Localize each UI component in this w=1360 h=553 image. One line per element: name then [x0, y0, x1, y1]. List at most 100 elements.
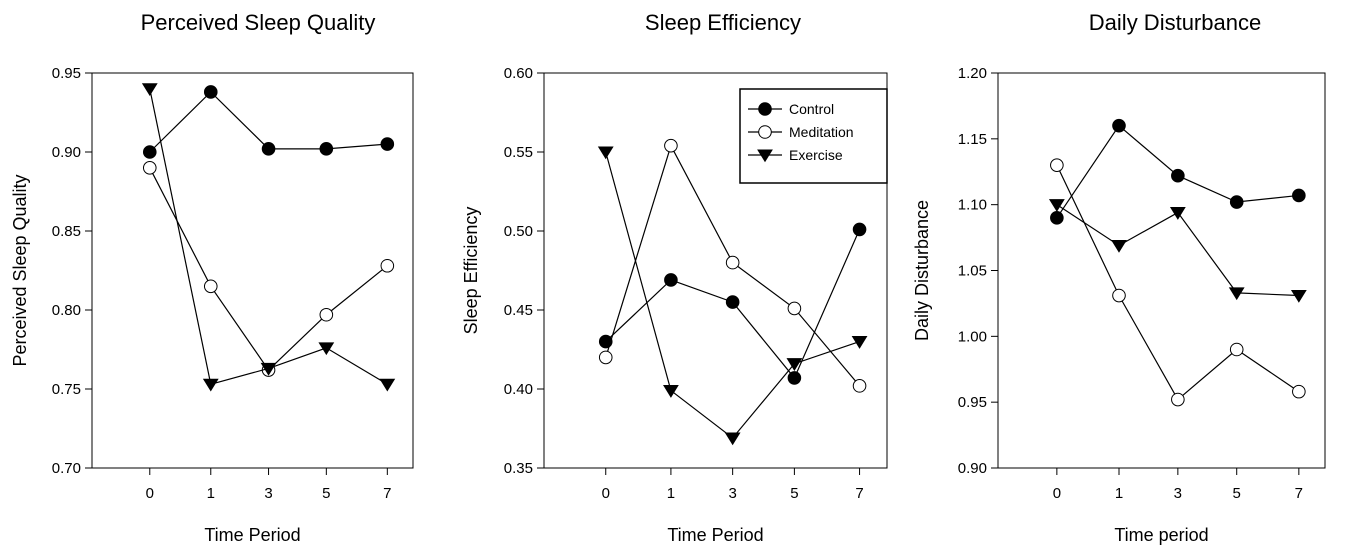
x-tick-label: 7 — [383, 485, 391, 502]
y-tick-label: 0.50 — [504, 223, 533, 240]
y-tick-label: 1.10 — [958, 197, 987, 214]
y-axis-label: Sleep Efficiency — [461, 207, 481, 335]
x-tick-label: 5 — [790, 485, 798, 502]
legend-entry-control: Control — [748, 101, 834, 117]
data-point — [598, 350, 613, 365]
data-point — [380, 137, 395, 151]
data-point — [1169, 207, 1186, 220]
plot-frame — [543, 72, 888, 469]
chart-panel-2: Sleep Efficiency 0.35 0.40 0.45 0.50 0.55 0.60… — [461, 10, 888, 545]
chart-title: Perceived Sleep Quality — [141, 10, 376, 35]
legend-label: Meditation — [789, 124, 854, 140]
data-point — [664, 138, 678, 153]
y-tick-label: 0.70 — [52, 460, 81, 477]
y-tick-label: 1.05 — [958, 263, 987, 280]
y-tick-label: 0.80 — [52, 302, 81, 319]
x-tick-label: 0 — [1053, 485, 1061, 502]
data-point — [261, 142, 276, 156]
x-tick-label: 3 — [728, 485, 736, 502]
y-tick-label: 1.20 — [958, 65, 987, 82]
x-tick-label: 0 — [146, 485, 154, 502]
data-point — [1050, 158, 1064, 172]
data-point — [787, 371, 802, 385]
legend-marker — [758, 125, 772, 139]
y-tick-label: 0.85 — [52, 223, 81, 240]
series-line — [1056, 164, 1300, 401]
x-tick-label: 5 — [1233, 485, 1241, 502]
series-meditation — [142, 161, 395, 377]
y-tick-label: 1.15 — [958, 131, 987, 148]
data-point — [202, 378, 219, 392]
data-point — [1112, 288, 1126, 303]
data-point — [852, 222, 867, 237]
data-point — [1048, 199, 1065, 212]
data-point — [142, 145, 157, 159]
series-exercise — [597, 146, 868, 446]
x-axis-label: Time Period — [204, 525, 300, 545]
data-point — [1112, 118, 1126, 133]
data-point — [664, 273, 678, 287]
data-point — [787, 301, 802, 316]
data-point — [724, 432, 741, 446]
series-line — [149, 167, 388, 371]
series-line — [605, 151, 860, 439]
series-meditation — [598, 138, 867, 393]
legend-marker — [757, 149, 773, 163]
x-tick-label: 3 — [264, 485, 272, 502]
data-point — [203, 85, 218, 99]
series-meditation — [1050, 158, 1306, 407]
plot-frame — [997, 72, 1326, 469]
series-control — [598, 222, 867, 385]
data-point — [1229, 195, 1244, 209]
y-tick-label: 0.60 — [504, 65, 533, 82]
chart-panel-3: Daily Disturbance 0.90 0.95 1.00 1.05 1.10 1.1… — [912, 10, 1326, 545]
x-tick-label: 3 — [1174, 485, 1182, 502]
data-point — [1228, 287, 1245, 301]
data-point — [851, 336, 868, 349]
data-point — [318, 342, 335, 356]
chart-title: Daily Disturbance — [1089, 10, 1261, 35]
x-tick-label: 7 — [855, 485, 863, 502]
data-point — [319, 142, 334, 156]
legend-label: Exercise — [789, 147, 843, 163]
data-point — [1171, 168, 1185, 183]
data-point — [1171, 392, 1185, 407]
data-point — [1292, 188, 1306, 203]
x-tick-label: 1 — [667, 485, 675, 502]
x-axis-label: Time Period — [667, 525, 763, 545]
plot-frame — [91, 72, 414, 469]
y-tick-label: 0.90 — [958, 460, 987, 477]
chart-panel-1: Perceived Sleep Quality 0.70 0.75 0.80 0.85 0… — [10, 10, 414, 545]
data-point — [142, 161, 157, 175]
y-tick-label: 0.75 — [52, 381, 81, 398]
x-axis-label: Time period — [1114, 525, 1208, 545]
data-point — [1111, 239, 1127, 253]
legend-label: Control — [789, 101, 834, 117]
series-control — [142, 85, 395, 159]
x-tick-label: 7 — [1295, 485, 1303, 502]
x-tick-label: 1 — [1115, 485, 1123, 502]
data-point — [786, 358, 803, 371]
data-point — [1229, 342, 1244, 357]
data-point — [598, 334, 613, 349]
chart-title: Sleep Efficiency — [645, 10, 801, 35]
y-axis-label: Daily Disturbance — [912, 200, 932, 341]
y-tick-label: 0.40 — [504, 381, 533, 398]
x-tick-label: 0 — [602, 485, 610, 502]
data-point — [379, 378, 396, 392]
y-tick-label: 0.35 — [504, 460, 533, 477]
data-point — [1290, 289, 1307, 303]
x-tick-label: 1 — [207, 485, 215, 502]
series-exercise — [141, 83, 396, 392]
y-tick-label: 0.45 — [504, 302, 533, 319]
data-point — [663, 385, 679, 398]
legend-entry-meditation: Meditation — [748, 124, 854, 140]
y-tick-label: 0.90 — [52, 144, 81, 161]
y-tick-label: 1.00 — [958, 328, 987, 345]
data-point — [260, 362, 277, 376]
legend-entry-exercise: Exercise — [748, 147, 843, 163]
data-point — [725, 295, 740, 309]
data-point — [852, 379, 867, 393]
y-tick-label: 0.55 — [504, 144, 533, 161]
